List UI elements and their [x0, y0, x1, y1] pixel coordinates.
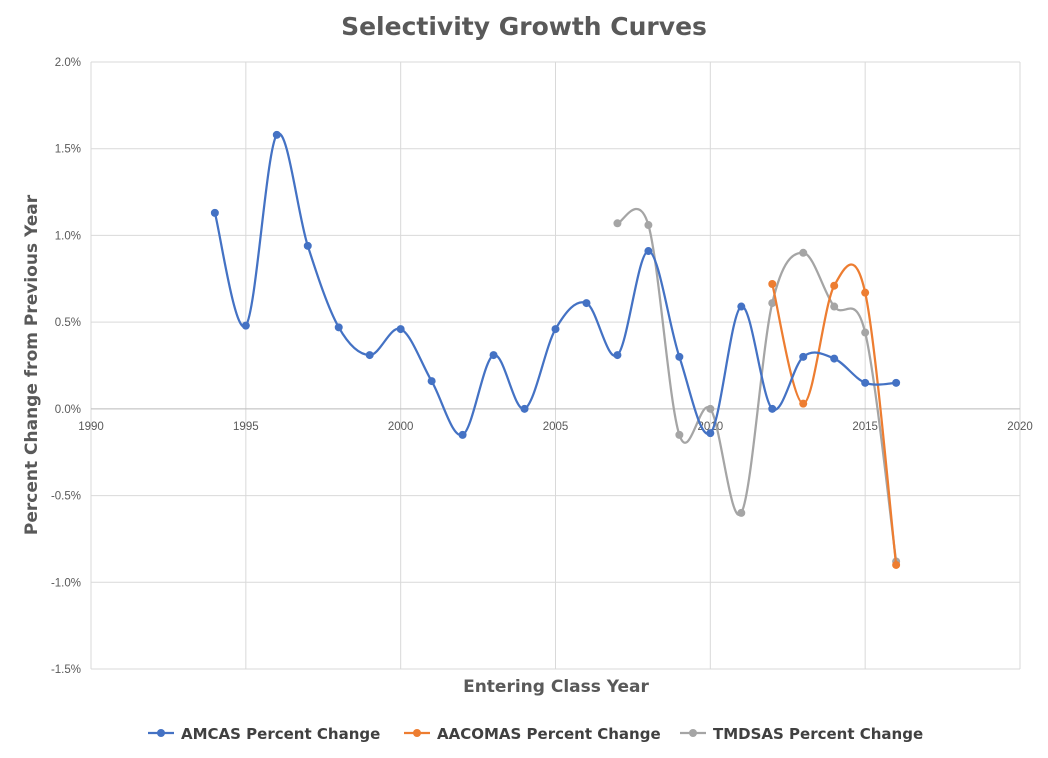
series-2 — [613, 207, 901, 566]
data-point — [799, 399, 808, 408]
legend-marker — [413, 729, 421, 737]
data-point — [551, 325, 560, 334]
data-point — [706, 404, 715, 413]
data-point — [241, 321, 250, 330]
x-tick-label: 2015 — [852, 421, 878, 433]
legend: AMCAS Percent Change AACOMAS Percent Chan… — [148, 725, 923, 743]
data-point — [799, 248, 808, 257]
data-point — [334, 323, 343, 332]
data-point — [861, 288, 870, 297]
y-tick-label: 1.5% — [55, 144, 81, 156]
gridlines — [90, 61, 1021, 670]
legend-marker — [157, 729, 165, 737]
data-point — [706, 429, 715, 438]
data-point — [582, 299, 591, 308]
series-line — [213, 132, 897, 437]
x-tick-label: 2005 — [543, 421, 569, 433]
data-point — [675, 430, 684, 439]
data-point — [458, 430, 467, 439]
data-point — [675, 352, 684, 361]
x-tick-label: 2000 — [388, 421, 414, 433]
data-point — [644, 247, 653, 256]
data-point — [737, 302, 746, 311]
data-point — [830, 281, 839, 290]
data-point — [861, 378, 870, 387]
y-axis-title: Percent Change from Previous Year — [22, 194, 42, 535]
data-point — [799, 352, 808, 361]
series-line — [616, 207, 898, 562]
y-tick-label: -0.5% — [51, 491, 81, 503]
data-point — [520, 404, 529, 413]
data-point — [303, 241, 312, 250]
data-point — [892, 378, 901, 387]
legend-label: AMCAS Percent Change — [181, 725, 380, 743]
y-tick-label: -1.5% — [51, 664, 81, 676]
data-point — [396, 325, 405, 334]
data-point — [768, 404, 777, 413]
chart-title: Selectivity Growth Curves — [341, 12, 707, 41]
legend-marker — [689, 729, 697, 737]
data-point — [861, 328, 870, 337]
x-axis-title: Entering Class Year — [463, 677, 649, 697]
data-point — [210, 208, 219, 217]
data-point — [830, 302, 839, 311]
y-tick-label: 1.0% — [55, 230, 81, 242]
y-tick-label: -1.0% — [51, 577, 81, 589]
x-tick-label: 1995 — [233, 421, 259, 433]
data-point — [489, 351, 498, 360]
data-point — [768, 279, 777, 288]
series-1 — [768, 263, 901, 569]
legend-item-0: AMCAS Percent Change — [148, 725, 380, 743]
legend-label: AACOMAS Percent Change — [437, 725, 661, 743]
series-0 — [210, 130, 901, 439]
legend-item-2: TMDSAS Percent Change — [680, 725, 923, 743]
series-group — [210, 130, 901, 569]
legend-item-1: AACOMAS Percent Change — [404, 725, 661, 743]
legend-label: TMDSAS Percent Change — [713, 725, 923, 743]
data-point — [427, 377, 436, 386]
y-tick-label: 0.0% — [55, 404, 81, 416]
data-point — [272, 130, 281, 139]
data-point — [892, 560, 901, 569]
x-tick-label: 1990 — [78, 421, 104, 433]
data-point — [768, 299, 777, 308]
y-tick-label: 0.5% — [55, 317, 81, 329]
data-point — [365, 351, 374, 360]
data-point — [830, 354, 839, 363]
data-point — [644, 221, 653, 230]
y-tick-label: 2.0% — [55, 57, 81, 69]
data-point — [613, 351, 622, 360]
data-point — [737, 508, 746, 517]
data-point — [613, 219, 622, 228]
x-tick-label: 2020 — [1007, 421, 1033, 433]
